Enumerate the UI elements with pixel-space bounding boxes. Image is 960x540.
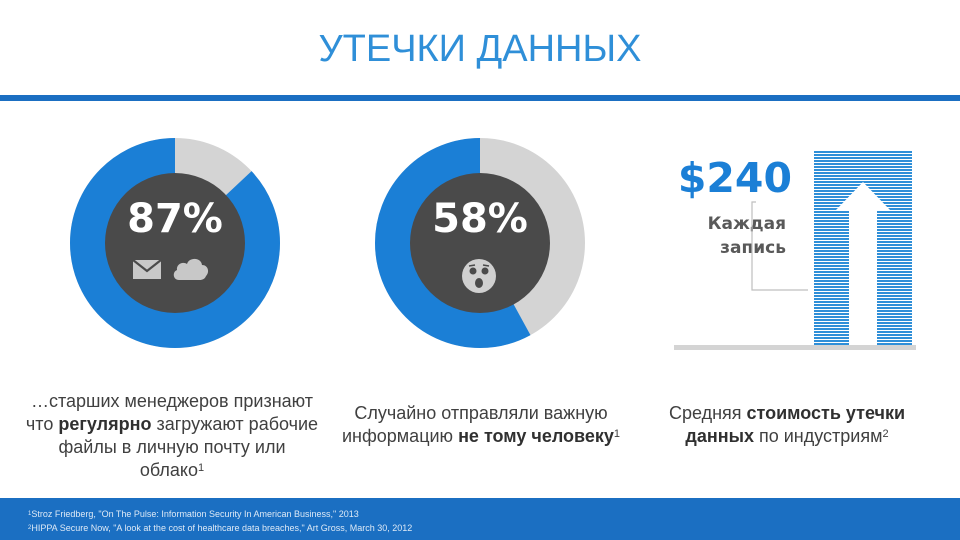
price-label-line2: запись xyxy=(720,238,786,258)
percent-value: 58% xyxy=(432,196,528,242)
slide-title: УТЕЧКИ ДАННЫХ xyxy=(318,28,642,70)
price-label-line1: Каждая xyxy=(707,214,786,234)
up-arrow-icon xyxy=(836,182,890,348)
donut-center xyxy=(410,173,550,313)
footnote-text: Stroz Friedberg, "On The Pulse: Informat… xyxy=(31,509,359,519)
baseline xyxy=(674,345,916,350)
donut-value-arc xyxy=(70,138,280,348)
footnotes-bar: 1Stroz Friedberg, "On The Pulse: Informa… xyxy=(0,498,960,540)
caption-senior-managers: …старших менеджеров признают что регуляр… xyxy=(24,390,320,482)
caption-breach-cost: Средняя стоимость утечки данных по индус… xyxy=(666,402,908,448)
donut-chart-wrong-recipient: 58% xyxy=(375,138,585,348)
cost-per-record-value: $240 xyxy=(677,154,792,202)
percent-value: 87% xyxy=(127,196,223,242)
caption-bold: регулярно xyxy=(58,414,152,434)
title-divider xyxy=(0,95,960,101)
donut-value-arc xyxy=(375,138,585,348)
donut-chart-senior-managers: 87% xyxy=(70,138,280,348)
footnote-1: 1Stroz Friedberg, "On The Pulse: Informa… xyxy=(28,507,960,521)
footnote-2: 2HIPPA Secure Now, "A look at the cost o… xyxy=(28,521,960,535)
footnote-ref: 1 xyxy=(198,462,205,474)
mail-icon xyxy=(132,259,162,279)
caption-text: загружают рабочие файлы в личную почту и… xyxy=(58,414,319,480)
shocked-face-icon xyxy=(462,259,496,293)
caption-text: …старших менеджеров признают что xyxy=(25,391,313,434)
donut-center xyxy=(105,173,245,313)
footnote-text: HIPPA Secure Now, "A look at the cost of… xyxy=(31,523,413,533)
cloud-icon xyxy=(173,258,209,280)
cost-bar-graphic xyxy=(674,151,916,350)
footnote-number: 1 xyxy=(28,511,32,517)
cost-per-record-label: Каждая запись xyxy=(660,212,786,260)
caption-wrong-recipient: Случайно отправляли важную информацию не… xyxy=(338,402,624,448)
caption-bold: стоимость утечки данных xyxy=(685,403,906,446)
caption-text: Случайно отправляли важную информацию xyxy=(341,403,608,446)
footnote-number: 2 xyxy=(28,525,32,531)
callout-line xyxy=(751,201,808,291)
footnote-ref: 1 xyxy=(613,428,621,440)
caption-text: Средняя xyxy=(668,403,747,423)
caption-text: по индустриям xyxy=(753,426,883,446)
caption-bold: не тому человеку xyxy=(458,426,614,446)
footnote-ref: 2 xyxy=(882,428,889,440)
